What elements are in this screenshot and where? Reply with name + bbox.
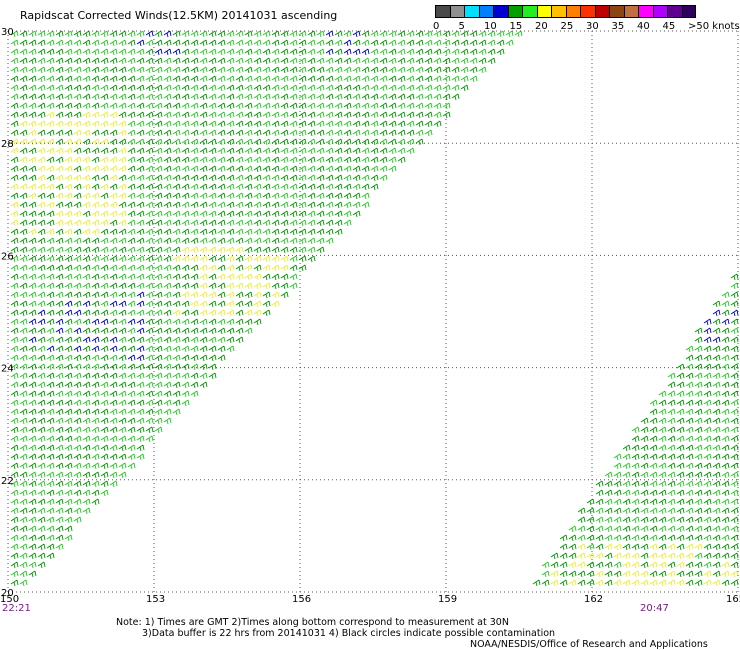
colorbar-segment xyxy=(623,5,638,18)
colorbar-segment xyxy=(681,5,696,18)
colorbar-segment xyxy=(449,5,464,18)
wind-barb-group xyxy=(550,543,739,587)
colorbar-label: 25 xyxy=(560,21,574,32)
colorbar-segment xyxy=(609,5,624,18)
colorbar-segment xyxy=(536,5,551,18)
time-left-label: 22:21 xyxy=(2,603,31,614)
colorbar-label: 20 xyxy=(535,21,548,32)
lat-tick-label: 20 xyxy=(1,588,14,599)
colorbar-label: 30 xyxy=(586,21,599,32)
colorbar-segment xyxy=(493,5,508,18)
lon-tick-label: 156 xyxy=(292,594,311,605)
wind-barb-group xyxy=(10,111,289,317)
colorbar-segment xyxy=(565,5,580,18)
colorbar-segment xyxy=(594,5,609,18)
colorbar-segment xyxy=(478,5,493,18)
map-title: Rapidscat Corrected Winds(12.5KM) 201410… xyxy=(20,9,338,22)
colorbar-label: 15 xyxy=(509,21,523,32)
wind-barb-group xyxy=(532,273,739,587)
eastern-swath xyxy=(532,273,739,587)
colorbar-segment xyxy=(464,5,479,18)
axis-tick-labels: 150 153 156 159 162 165 30 28 26 24 22 20 xyxy=(0,27,740,605)
lat-tick-label: 28 xyxy=(1,139,14,150)
western-swath xyxy=(10,30,523,587)
lat-tick-label: 26 xyxy=(1,251,14,262)
colorbar-segment xyxy=(507,5,522,18)
wind-barb-group xyxy=(10,30,523,587)
lon-tick-label: 150 xyxy=(0,594,19,605)
wind-barb-group xyxy=(703,309,739,344)
lon-tick-label: 159 xyxy=(438,594,457,605)
colorbar-label: 0 xyxy=(433,21,440,32)
lat-tick-label: 22 xyxy=(1,476,14,487)
wind-barb-group xyxy=(541,282,739,578)
colorbar-segment xyxy=(667,5,682,18)
colorbar-segment xyxy=(652,5,667,18)
time-right-label: 20:47 xyxy=(640,603,669,614)
lon-tick-label: 153 xyxy=(146,594,165,605)
credit-line: NOAA/NESDIS/Office of Research and Appli… xyxy=(470,639,708,650)
colorbar-segment xyxy=(551,5,566,18)
wind-map: 150 153 156 159 162 165 30 28 26 24 22 20 22:21 20:… xyxy=(0,27,740,614)
colorbar-label: 10 xyxy=(484,21,497,32)
lat-tick-label: 24 xyxy=(1,364,14,375)
colorbar-label: 40 xyxy=(637,21,650,32)
footnote-line-2: 3)Data buffer is 22 hrs from 20141031 4)… xyxy=(142,628,556,639)
colorbar-label: 35 xyxy=(611,21,625,32)
colorbar-label: >50 knots xyxy=(688,21,740,32)
colorbar-segment xyxy=(580,5,595,18)
grid-lines xyxy=(7,30,739,593)
colorbar-label: 5 xyxy=(458,21,465,32)
footnotes: Note: 1) Times are GMT 2)Times along bot… xyxy=(116,617,555,639)
lat-tick-label: 30 xyxy=(1,27,14,38)
wind-barb-group xyxy=(28,30,370,362)
colorbar-label: 45 xyxy=(662,21,676,32)
colorbar-segment xyxy=(522,5,537,18)
colorbar-segment xyxy=(638,5,653,18)
lon-tick-label: 162 xyxy=(584,594,603,605)
wind-barb-group xyxy=(10,30,505,587)
wind-barbs xyxy=(10,30,739,587)
lon-tick-label: 165 xyxy=(726,594,740,605)
footnote-line-1: Note: 1) Times are GMT 2)Times along bot… xyxy=(116,617,509,628)
